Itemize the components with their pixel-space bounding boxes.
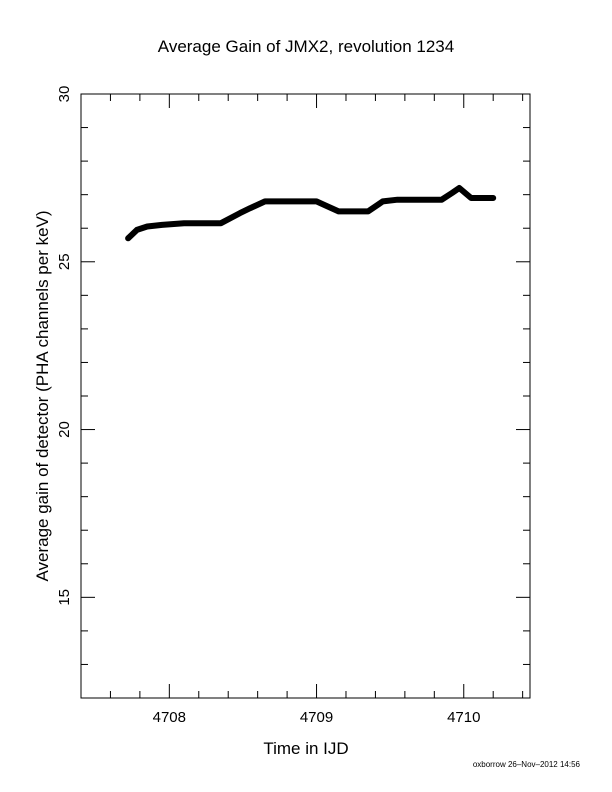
y-tick-label: 30 (56, 86, 73, 103)
y-tick-label: 25 (56, 253, 73, 270)
x-tick-label: 4708 (153, 709, 186, 726)
chart-title: Average Gain of JMX2, revolution 1234 (158, 37, 454, 56)
y-tick-label: 20 (56, 421, 73, 438)
tick-labels: 4708 4709 4710 15 20 25 30 (56, 86, 480, 726)
axis-ticks (80, 93, 530, 699)
x-tick-label: 4710 (447, 709, 480, 726)
y-tick-label: 15 (56, 589, 73, 606)
gain-series-line (125, 185, 497, 242)
y-axis-label: Average gain of detector (PHA channels p… (33, 210, 52, 581)
footer-stamp: oxborrow 26–Nov–2012 14:56 (472, 760, 580, 769)
x-tick-label: 4709 (300, 709, 333, 726)
plot-frame (80, 93, 531, 699)
x-axis-label: Time in IJD (263, 739, 348, 758)
